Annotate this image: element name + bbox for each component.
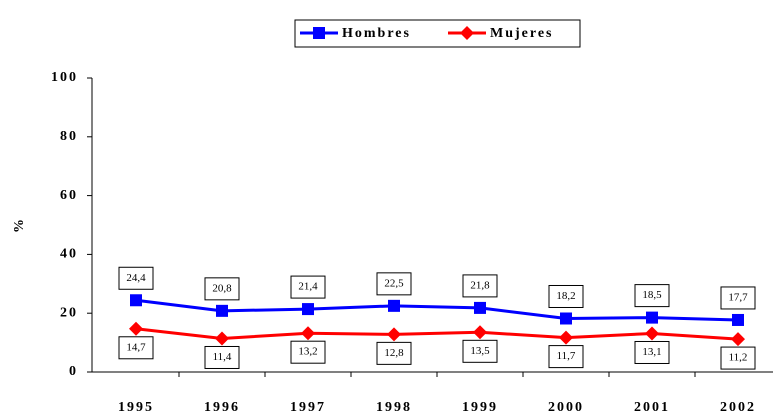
data-label: 13,1 xyxy=(642,346,661,358)
marker xyxy=(130,294,142,307)
data-label-box xyxy=(548,284,584,308)
x-tick-label: 2002 xyxy=(720,400,756,414)
y-tick-label: 0 xyxy=(69,364,78,379)
marker xyxy=(460,26,474,40)
marker xyxy=(301,326,315,341)
data-label: 21,8 xyxy=(470,279,490,291)
data-label: 21,4 xyxy=(298,281,318,293)
data-label: 20,8 xyxy=(212,282,232,294)
data-label-box xyxy=(290,275,326,299)
x-tick-label: 2000 xyxy=(548,400,584,414)
x-tick-label: 2001 xyxy=(634,400,670,414)
x-tick-label: 1996 xyxy=(204,400,240,414)
series-line xyxy=(135,298,739,322)
y-tick-label: 20 xyxy=(60,305,78,320)
marker xyxy=(560,312,572,325)
y-tick-label: 80 xyxy=(60,129,78,144)
data-label-box xyxy=(376,272,412,296)
y-tick-label: 60 xyxy=(60,188,78,203)
data-label-box xyxy=(548,345,584,369)
data-label-box xyxy=(204,277,240,301)
data-label: 13,5 xyxy=(470,345,490,357)
marker xyxy=(215,331,229,346)
data-label: 12,8 xyxy=(384,347,404,359)
x-tick-label: 1997 xyxy=(290,400,326,414)
data-label-box xyxy=(634,284,670,308)
data-label: 14,7 xyxy=(126,341,146,353)
series-line xyxy=(135,327,739,341)
data-label-box xyxy=(118,266,154,290)
data-label-box xyxy=(462,274,498,298)
data-label-box xyxy=(634,340,670,364)
data-label: 13,2 xyxy=(298,346,317,358)
marker xyxy=(129,321,143,336)
data-label: 11,7 xyxy=(557,350,576,362)
data-label: 11,2 xyxy=(729,352,748,364)
marker xyxy=(216,304,228,317)
marker xyxy=(388,299,400,312)
marker xyxy=(387,327,401,342)
data-label: 11,4 xyxy=(213,351,232,363)
data-label-box xyxy=(376,341,412,365)
x-tick-label: 1995 xyxy=(118,400,154,414)
y-tick-label: 100 xyxy=(51,70,78,85)
legend-label: Hombres xyxy=(342,26,411,41)
marker xyxy=(473,325,487,340)
data-label-box xyxy=(720,346,756,370)
x-tick-label: 1999 xyxy=(462,400,498,414)
data-label: 24,4 xyxy=(126,272,146,284)
marker xyxy=(474,301,486,314)
data-label-box xyxy=(290,340,326,364)
marker xyxy=(731,332,745,347)
marker xyxy=(646,311,658,324)
legend-box xyxy=(294,19,581,48)
data-label: 22,5 xyxy=(384,277,404,289)
data-label-box xyxy=(462,339,498,363)
marker xyxy=(559,330,573,345)
data-label-box xyxy=(720,286,756,310)
data-label: 18,2 xyxy=(556,290,575,302)
x-tick-label: 1998 xyxy=(376,400,412,414)
marker xyxy=(732,313,744,326)
marker xyxy=(645,326,659,341)
data-label-box xyxy=(204,345,240,369)
y-axis-label: % xyxy=(12,217,27,233)
y-tick-label: 40 xyxy=(60,247,78,262)
data-label: 18,5 xyxy=(642,289,662,301)
data-label-box xyxy=(118,336,154,360)
legend-label: Mujeres xyxy=(490,26,554,41)
marker xyxy=(302,303,314,316)
marker xyxy=(313,27,325,39)
data-label: 17,7 xyxy=(728,291,748,303)
